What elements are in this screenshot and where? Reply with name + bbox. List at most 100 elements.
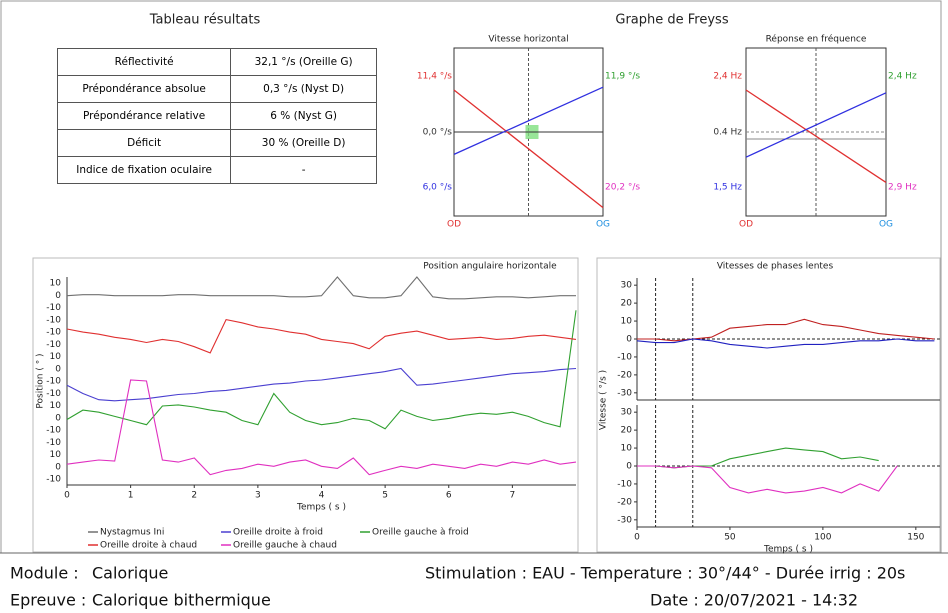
y-tick-label: 30 <box>621 281 633 291</box>
table-cell: 32,1 °/s (Oreille G) <box>230 48 377 76</box>
y-tick-label: 10 <box>50 450 62 460</box>
x-tick-label: 6 <box>446 491 452 501</box>
x-tick-label: 100 <box>814 533 831 543</box>
table-cell: Déficit <box>56 129 232 157</box>
y-tick-label: 0 <box>626 462 632 472</box>
y-tick-label: -30 <box>617 515 632 525</box>
annotation: 2,9 Hz <box>888 183 917 193</box>
table-cell: Prépondérance absolue <box>56 75 232 103</box>
annotation: 20,2 °/s <box>605 183 640 193</box>
legend-label: Oreille droite à chaud <box>100 541 197 551</box>
x-tick-label: 5 <box>382 491 388 501</box>
y-tick-label: 20 <box>621 426 633 436</box>
table-row: Réflectivité 32,1 °/s (Oreille G) <box>56 48 377 76</box>
table-row: Prépondérance absolue 0,3 °/s (Nyst D) <box>56 75 377 103</box>
y-tick-label: -30 <box>617 388 632 398</box>
y-tick-label: -10 <box>46 340 61 350</box>
x-tick-label: 2 <box>191 491 197 501</box>
y-tick-label: -10 <box>46 328 61 338</box>
y-tick-label: -10 <box>46 389 61 399</box>
x-tick-label: 150 <box>907 533 924 543</box>
series-line <box>637 447 879 469</box>
annotation: 0,0 °/s <box>423 128 453 138</box>
y-tick-label: 10 <box>50 279 62 289</box>
freyss-line <box>745 89 887 183</box>
x-axis-label: Temps ( s ) <box>296 503 346 513</box>
y-tick-label: -10 <box>617 352 632 362</box>
chart-title: Vitesse horizontal <box>488 35 568 45</box>
y-tick-label: -20 <box>617 497 632 507</box>
y-tick-label: -10 <box>617 479 632 489</box>
x-tick-label: 7 <box>510 491 516 501</box>
legend-label: Oreille gauche à froid <box>372 528 469 538</box>
velocity-frame <box>596 257 941 553</box>
results-table: Réflectivité 32,1 °/s (Oreille G) Prépondé… <box>56 48 377 184</box>
module-label: Module : <box>10 564 79 583</box>
annotation: 2,4 Hz <box>888 72 917 82</box>
module-value: Calorique <box>92 564 168 583</box>
legend-label: Nystagmus Ini <box>100 528 164 538</box>
chart-title: Vitesses de phases lentes <box>717 262 834 272</box>
date: Date : 20/07/2021 - 14:32 <box>650 591 858 610</box>
table-cell: Prépondérance relative <box>56 102 232 130</box>
series-line <box>66 276 576 300</box>
freyss-line <box>745 92 887 158</box>
y-tick-label: 10 <box>621 317 633 327</box>
y-tick-label: -10 <box>46 315 61 325</box>
y-tick-label: 0 <box>55 413 61 423</box>
y-tick-label: 0 <box>55 462 61 472</box>
table-cell: 6 % (Nyst G) <box>230 102 377 130</box>
annotation: 0.4 Hz <box>713 128 742 138</box>
series-line <box>66 379 577 476</box>
x-tick-label: 4 <box>319 491 325 501</box>
legend-label: Oreille gauche à chaud <box>233 541 337 551</box>
annotation: 1,5 Hz <box>713 183 742 193</box>
table-row: Prépondérance relative 6 % (Nyst G) <box>56 102 377 130</box>
table-row: Déficit 30 % (Oreille D) <box>56 129 377 157</box>
y-tick-label: -20 <box>617 370 632 380</box>
freyss-title: Graphe de Freyss <box>615 13 728 28</box>
y-tick-label: -10 <box>46 377 61 387</box>
epreuve-label: Epreuve : <box>10 591 86 610</box>
y-tick-label: 20 <box>621 299 633 309</box>
x-axis-label: Temps ( s ) <box>763 545 813 555</box>
y-tick-label: -10 <box>46 475 61 485</box>
side-label: OG <box>879 220 893 230</box>
x-tick-label: 3 <box>255 491 261 501</box>
epreuve-value: Calorique bithermique <box>92 591 271 610</box>
series-line <box>66 318 577 354</box>
table-title: Tableau résultats <box>149 13 261 28</box>
series-line <box>637 465 898 494</box>
y-tick-label: -10 <box>46 303 61 313</box>
table-cell: - <box>230 156 377 184</box>
annotation: 11,9 °/s <box>605 72 640 82</box>
chart-title: Position angulaire horizontale <box>423 262 557 272</box>
freyss-line <box>453 86 604 155</box>
y-tick-label: 10 <box>621 444 633 454</box>
y-tick-label: 10 <box>50 401 62 411</box>
y-axis-label: Vitesse ( °/s ) <box>599 370 609 430</box>
x-tick-label: 50 <box>724 533 736 543</box>
table-row: Indice de fixation oculaire - <box>56 156 377 184</box>
series-line <box>66 310 577 430</box>
x-tick-label: 0 <box>634 533 640 543</box>
side-label: OD <box>447 220 461 230</box>
chart-title: Réponse en fréquence <box>766 34 867 45</box>
x-tick-label: 1 <box>128 491 134 501</box>
annotation: 2,4 Hz <box>713 72 742 82</box>
y-tick-label: 0 <box>626 335 632 345</box>
y-tick-label: 10 <box>50 352 62 362</box>
annotation: 11,4 °/s <box>417 72 452 82</box>
y-tick-label: 30 <box>621 408 633 418</box>
series-line <box>66 367 577 402</box>
table-cell: 0,3 °/s (Nyst D) <box>230 75 377 103</box>
stimulation: Stimulation : EAU - Temperature : 30°/44… <box>425 564 905 583</box>
y-tick-label: -10 <box>46 438 61 448</box>
position-frame <box>32 257 579 553</box>
y-tick-label: -10 <box>46 426 61 436</box>
freyss-line <box>453 89 604 209</box>
legend-label: Oreille droite à froid <box>233 528 323 538</box>
side-label: OD <box>739 220 753 230</box>
